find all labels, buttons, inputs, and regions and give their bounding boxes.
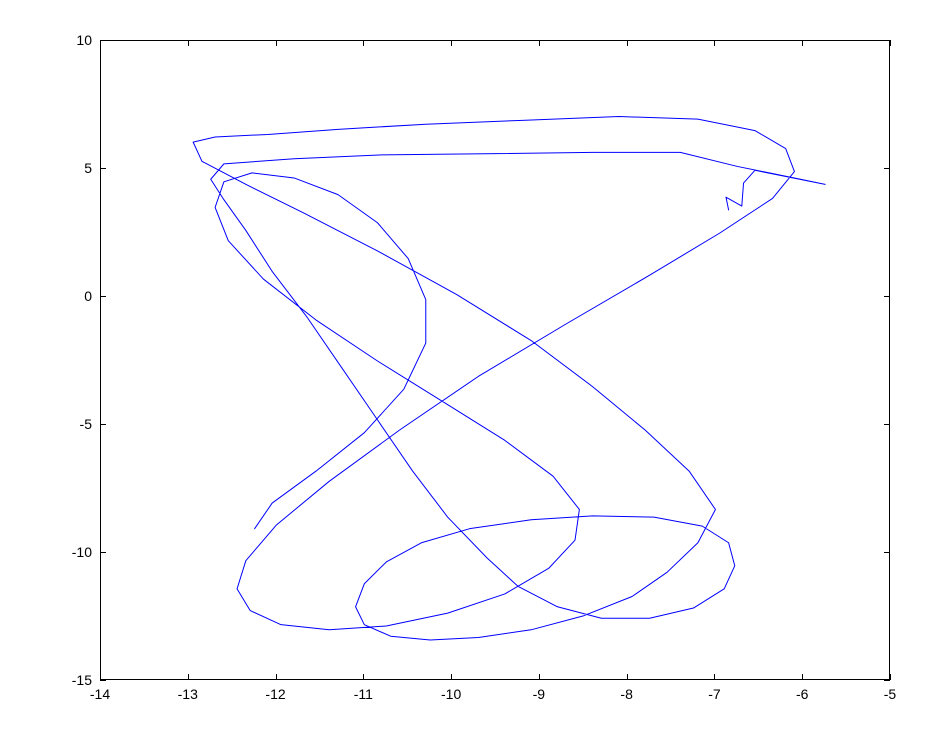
xtick-mark <box>714 40 715 46</box>
ytick-mark <box>100 296 106 297</box>
xtick-label: -8 <box>620 686 632 702</box>
ytick-mark <box>100 552 106 553</box>
xtick-mark <box>890 674 891 680</box>
xtick-label: -6 <box>796 686 808 702</box>
xtick-mark <box>363 40 364 46</box>
ytick-mark <box>884 552 890 553</box>
xtick-mark <box>451 674 452 680</box>
ytick-label: 0 <box>84 288 92 304</box>
xtick-mark <box>802 40 803 46</box>
ytick-mark <box>100 424 106 425</box>
plot-area <box>100 40 890 680</box>
ytick-mark <box>884 424 890 425</box>
xtick-label: -10 <box>441 686 461 702</box>
xtick-mark <box>363 674 364 680</box>
xtick-label: -5 <box>884 686 896 702</box>
xtick-mark <box>539 40 540 46</box>
ytick-label: -15 <box>72 672 92 688</box>
xtick-mark <box>188 40 189 46</box>
ytick-mark <box>100 168 106 169</box>
ytick-label: -10 <box>72 544 92 560</box>
ytick-label: -5 <box>80 416 92 432</box>
xtick-label: -11 <box>354 686 373 702</box>
xtick-mark <box>539 674 540 680</box>
xtick-mark <box>276 674 277 680</box>
xtick-mark <box>627 674 628 680</box>
ytick-mark <box>100 680 106 681</box>
ytick-label: 10 <box>76 32 92 48</box>
ytick-mark <box>884 680 890 681</box>
xtick-label: -9 <box>533 686 545 702</box>
xtick-mark <box>802 674 803 680</box>
ytick-mark <box>884 168 890 169</box>
xtick-mark <box>890 40 891 46</box>
xtick-label: -12 <box>265 686 285 702</box>
ytick-label: 5 <box>84 160 92 176</box>
xtick-label: -7 <box>708 686 720 702</box>
ytick-mark <box>884 40 890 41</box>
xtick-label: -13 <box>178 686 198 702</box>
xtick-mark <box>188 674 189 680</box>
ytick-mark <box>100 40 106 41</box>
xtick-mark <box>627 40 628 46</box>
series-svg <box>101 41 891 681</box>
ytick-mark <box>884 296 890 297</box>
xtick-mark <box>276 40 277 46</box>
figure: -14 -13 -12 -11 -10 -9 -8 -7 -6 -5 -15 -10 -5 0 5 10 <box>0 0 939 742</box>
xtick-label: -14 <box>90 686 110 702</box>
xtick-mark <box>451 40 452 46</box>
xtick-mark <box>714 674 715 680</box>
trajectory-line <box>193 117 825 641</box>
